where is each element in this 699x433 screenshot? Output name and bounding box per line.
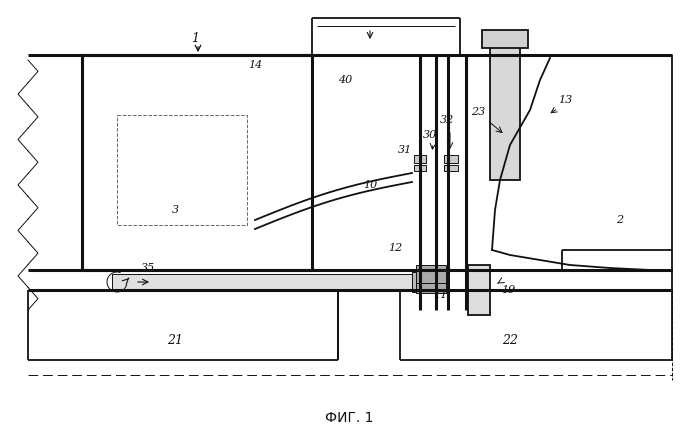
Text: 23: 23 (471, 107, 485, 117)
Text: 19: 19 (501, 285, 515, 295)
Bar (412, 272, 430, 292)
Text: 13: 13 (558, 95, 572, 105)
Text: 21: 21 (167, 333, 183, 346)
Text: 31: 31 (398, 145, 412, 155)
Text: 11: 11 (433, 290, 447, 300)
Text: 22: 22 (502, 333, 518, 346)
Bar (482, 30, 528, 48)
Bar (416, 265, 446, 283)
Text: 3: 3 (171, 205, 178, 215)
Text: 30: 30 (423, 130, 437, 140)
Bar (82, 55, 312, 270)
Bar (468, 265, 490, 315)
Bar (414, 155, 426, 163)
Text: 35: 35 (141, 263, 155, 273)
Text: 2: 2 (617, 215, 624, 225)
Bar (117, 115, 247, 225)
Text: 1: 1 (191, 32, 199, 45)
Bar (490, 45, 520, 180)
Bar (444, 155, 458, 163)
Text: ФИГ. 1: ФИГ. 1 (325, 411, 373, 425)
Bar (416, 283, 446, 293)
Bar (444, 165, 458, 171)
Text: 12: 12 (388, 243, 402, 253)
Text: 14: 14 (248, 60, 262, 70)
Text: 10: 10 (363, 180, 377, 190)
Text: 32: 32 (440, 115, 454, 125)
Text: 40: 40 (338, 75, 352, 85)
Bar (112, 274, 412, 290)
Bar (414, 165, 426, 171)
